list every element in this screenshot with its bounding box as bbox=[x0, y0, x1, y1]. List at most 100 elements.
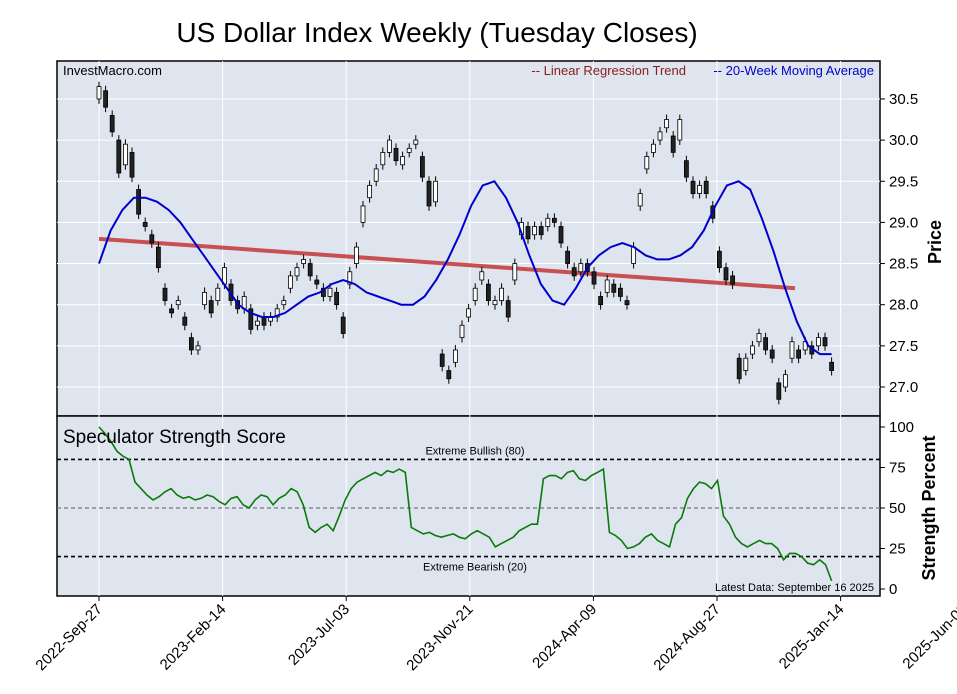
candle-body bbox=[419, 156, 425, 178]
strength-tick-label: 0 bbox=[889, 581, 897, 598]
candle-body bbox=[829, 361, 834, 371]
candle-body bbox=[287, 275, 293, 289]
candle-body bbox=[413, 139, 419, 145]
price-gridlines bbox=[57, 61, 880, 416]
candle-body bbox=[169, 308, 175, 314]
candle-body bbox=[637, 193, 643, 207]
candle-body bbox=[525, 226, 531, 240]
candle-body bbox=[202, 291, 208, 306]
strength-line bbox=[98, 426, 833, 582]
candle-body bbox=[571, 267, 577, 277]
reference-line-label: Extreme Bearish (20) bbox=[423, 562, 527, 574]
candle-body bbox=[664, 119, 669, 129]
candle-body bbox=[604, 279, 610, 293]
price-y-ticks: 27.0 27.5 28.0 28.5 29.0 29.5 30.0 30.5 bbox=[880, 91, 918, 396]
candle-body bbox=[367, 184, 373, 199]
candle-body bbox=[162, 287, 168, 301]
legend-moving-average: -- 20-Week Moving Average bbox=[713, 63, 874, 78]
candle-body bbox=[723, 267, 729, 281]
candle-body bbox=[631, 246, 636, 264]
candle-body bbox=[347, 271, 353, 285]
candle-body bbox=[360, 205, 366, 223]
price-tick-label: 27.0 bbox=[889, 379, 918, 396]
candle-body bbox=[116, 139, 122, 174]
price-tick-label: 30.0 bbox=[889, 132, 918, 149]
candle-body bbox=[208, 300, 214, 314]
candle-body bbox=[697, 184, 702, 194]
candle-body bbox=[783, 374, 788, 388]
candle-body bbox=[195, 345, 201, 351]
candle-body bbox=[532, 226, 537, 236]
candle-body bbox=[215, 287, 221, 301]
x-tick-label: 2024-Apr-09 bbox=[529, 601, 600, 672]
reference-line-label: Extreme Bullish (80) bbox=[425, 445, 524, 457]
candle-body bbox=[703, 180, 709, 194]
footnote-latest-data: Latest Data: September 16 2025 bbox=[715, 582, 874, 594]
candle-body bbox=[452, 349, 458, 363]
candle-body bbox=[182, 316, 188, 326]
candle-body bbox=[769, 349, 775, 359]
candle-body bbox=[334, 291, 340, 306]
candle-body bbox=[644, 156, 650, 170]
candle-body bbox=[446, 370, 452, 380]
price-tick-label: 29.0 bbox=[889, 214, 918, 231]
candle-body bbox=[690, 180, 696, 194]
candle-body bbox=[274, 308, 280, 318]
candle-body bbox=[109, 115, 115, 133]
strength-gridlines bbox=[98, 416, 842, 596]
x-tick-label: 2025-Jun-03 bbox=[899, 601, 957, 673]
strength-tick-label: 75 bbox=[889, 460, 906, 477]
source-label: InvestMacro.com bbox=[63, 63, 162, 78]
candle-body bbox=[261, 316, 267, 326]
candle-body bbox=[485, 283, 491, 301]
candle-body bbox=[816, 337, 821, 347]
price-tick-label: 28.0 bbox=[889, 297, 918, 314]
x-tick-label: 2025-Jan-14 bbox=[776, 601, 848, 673]
candle-body bbox=[188, 337, 194, 351]
candle-body bbox=[472, 287, 478, 301]
regression-trend bbox=[98, 236, 796, 291]
x-tick-label: 2023-Nov-21 bbox=[403, 601, 476, 674]
candle-body bbox=[353, 246, 359, 264]
candle-body bbox=[386, 139, 392, 153]
candle-body bbox=[545, 217, 551, 227]
candle-body bbox=[248, 308, 254, 330]
strength-tick-label: 100 bbox=[889, 419, 914, 436]
candle-body bbox=[657, 131, 663, 141]
strength-tick-label: 50 bbox=[889, 500, 906, 517]
candle-body bbox=[624, 300, 630, 306]
price-tick-label: 27.5 bbox=[889, 338, 918, 355]
candle-body bbox=[552, 217, 557, 223]
x-tick-label: 2023-Jul-03 bbox=[285, 601, 353, 669]
candle-body bbox=[651, 143, 656, 153]
strength-series bbox=[98, 426, 833, 582]
candle-body bbox=[677, 119, 683, 141]
candle-body bbox=[281, 300, 287, 306]
candle-body bbox=[155, 246, 161, 269]
x-ticks: 2022-Sep-27 2023-Feb-14 2023-Jul-03 2023-No… bbox=[32, 596, 957, 674]
price-tick-label: 30.5 bbox=[889, 91, 918, 108]
candlesticks bbox=[96, 81, 834, 405]
candle-body bbox=[136, 189, 142, 215]
regression-trend-line bbox=[98, 236, 796, 291]
candle-body bbox=[822, 337, 828, 347]
candle-body bbox=[505, 300, 511, 318]
candle-body bbox=[373, 168, 379, 182]
price-tick-label: 29.5 bbox=[889, 173, 918, 190]
candle-body bbox=[307, 263, 313, 277]
candle-body bbox=[743, 357, 749, 371]
candle-body bbox=[538, 226, 544, 236]
candle-body bbox=[565, 250, 570, 264]
candle-body bbox=[598, 296, 603, 306]
candle-body bbox=[618, 287, 623, 297]
candle-body bbox=[736, 357, 742, 380]
candle-body bbox=[433, 180, 439, 203]
candle-body bbox=[340, 316, 346, 334]
candle-body bbox=[142, 221, 148, 227]
candle-body bbox=[96, 86, 102, 100]
x-tick-label: 2022-Sep-27 bbox=[32, 601, 105, 674]
candle-body bbox=[776, 382, 782, 400]
candle-body bbox=[129, 152, 135, 178]
price-axis-label: Price bbox=[925, 220, 945, 264]
